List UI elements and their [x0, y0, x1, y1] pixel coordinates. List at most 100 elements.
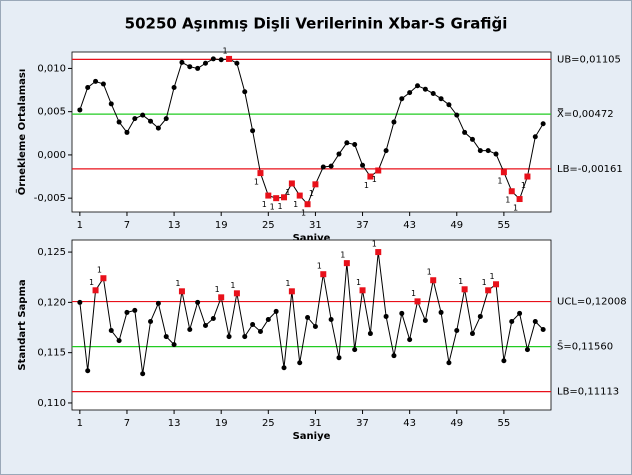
flag-label: 1	[427, 268, 432, 277]
x-tick-label: 43	[403, 220, 416, 231]
data-point	[336, 151, 342, 157]
flag-label: 1	[505, 196, 510, 205]
data-point	[344, 140, 350, 146]
data-point	[108, 328, 114, 334]
data-point	[485, 148, 491, 154]
data-point	[454, 112, 460, 118]
data-point	[242, 89, 248, 95]
flag-label: 1	[372, 240, 377, 249]
y-axis-title: Standart Sapma	[17, 279, 28, 370]
flag-label: 1	[458, 277, 463, 286]
flagged-point	[359, 287, 366, 294]
y-tick-label: 0,125	[37, 247, 66, 258]
data-point	[187, 64, 193, 70]
data-point	[383, 148, 389, 154]
data-point	[383, 313, 389, 319]
data-point	[250, 128, 256, 134]
data-point	[399, 96, 405, 102]
x-tick-label: 55	[498, 418, 511, 429]
data-point	[281, 365, 287, 371]
x-tick-label: 31	[309, 418, 322, 429]
flag-label: 1	[372, 175, 377, 184]
flagged-point	[516, 196, 523, 203]
chart-title: 50250 Aşınmış Dişli Verilerinin Xbar-S G…	[125, 15, 508, 33]
flagged-point	[257, 170, 264, 177]
plot-area	[71, 239, 552, 411]
data-point	[226, 334, 232, 340]
flag-label: 1	[317, 262, 322, 271]
data-point	[148, 318, 154, 324]
flagged-point	[218, 294, 225, 301]
flag-label: 1	[497, 177, 502, 186]
data-point	[336, 355, 342, 361]
data-point	[422, 86, 428, 92]
flag-label: 1	[482, 278, 487, 287]
data-point	[477, 313, 483, 319]
flagged-point	[233, 290, 240, 297]
data-point	[438, 309, 444, 315]
data-point	[477, 148, 483, 154]
data-point	[446, 102, 452, 108]
limit-label: LB=0,11113	[557, 387, 619, 398]
flag-label: 1	[175, 279, 180, 288]
data-point	[163, 334, 169, 340]
flagged-point	[367, 173, 374, 180]
flag-label: 1	[230, 281, 235, 290]
data-point	[116, 338, 122, 344]
data-point	[509, 318, 515, 324]
flagged-point	[320, 271, 327, 278]
data-point	[415, 83, 421, 89]
y-tick-label: 0,120	[37, 297, 66, 308]
flagged-point	[524, 173, 531, 180]
flagged-point	[500, 169, 507, 176]
data-point	[132, 307, 138, 313]
flag-label: 1	[285, 279, 290, 288]
data-point	[407, 90, 413, 96]
flag-label: 1	[356, 278, 361, 287]
data-point	[77, 107, 83, 113]
flag-label: 1	[309, 189, 314, 198]
limit-label: S̄=0,11560	[557, 340, 613, 353]
flagged-point	[430, 277, 437, 284]
data-point	[328, 316, 334, 322]
x-tick-label: 19	[215, 418, 228, 429]
data-point	[540, 327, 546, 333]
data-line	[79, 252, 544, 374]
x-tick-label: 19	[215, 220, 228, 231]
y-axis-title: Örnekleme Ortalaması	[14, 69, 28, 196]
data-point	[312, 324, 318, 330]
x-tick-label: 1	[77, 220, 83, 231]
data-point	[328, 163, 334, 169]
y-tick-label: -0,005	[34, 193, 66, 204]
data-point	[202, 60, 208, 66]
data-point	[163, 116, 169, 122]
data-point	[360, 162, 366, 168]
data-point	[195, 65, 201, 71]
data-point	[352, 142, 358, 148]
flag-label: 1	[489, 272, 494, 281]
data-point	[297, 360, 303, 366]
x-tick-label: 7	[124, 220, 130, 231]
flagged-point	[226, 55, 233, 62]
flagged-point	[178, 288, 185, 295]
flagged-point	[273, 195, 280, 202]
y-tick-label: 0,115	[37, 348, 66, 359]
data-point	[171, 84, 177, 90]
flag-label: 1	[97, 266, 102, 275]
data-point	[148, 118, 154, 124]
flag-label: 1	[411, 289, 416, 298]
data-point	[469, 136, 475, 142]
flag-label: 1	[364, 181, 369, 190]
flag-label: 1	[301, 209, 306, 218]
y-tick-label: 0,000	[37, 150, 66, 161]
y-tick-label: 0,010	[37, 63, 66, 74]
flagged-point	[288, 288, 295, 295]
data-point	[242, 334, 248, 340]
data-point	[140, 112, 146, 118]
data-point	[155, 125, 161, 131]
flag-label: 1	[270, 203, 275, 212]
plot-area	[71, 51, 552, 213]
data-point	[320, 164, 326, 170]
data-point	[367, 331, 373, 337]
